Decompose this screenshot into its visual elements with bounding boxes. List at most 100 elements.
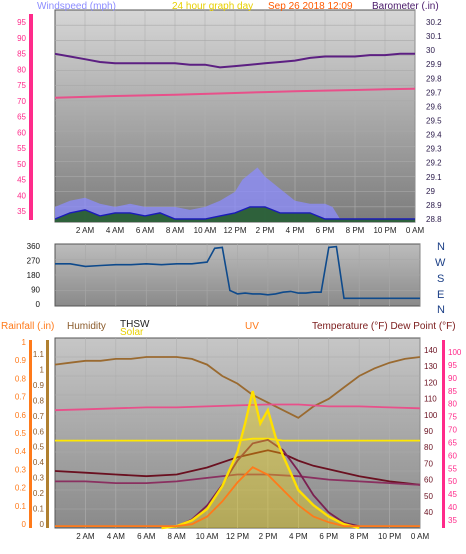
rainfall-axis-label: Rainfall (.in): [1, 321, 54, 332]
left-tick-label: 55: [17, 144, 26, 153]
x-tick-label: 8 PM: [346, 226, 365, 235]
x-tick-label: 2 AM: [76, 532, 95, 541]
bottom-series-line-6: [161, 390, 360, 530]
uv-tick-label: 0.4: [33, 458, 45, 467]
right-tick-label: 30: [426, 46, 435, 55]
right-tick-label: 29.4: [426, 131, 442, 140]
uv-tick-label: 0: [40, 520, 45, 529]
x-tick-label: 6 AM: [137, 532, 156, 541]
dewpoint-tick-label: 35: [448, 516, 457, 525]
direction-label-s: S: [437, 273, 444, 285]
left-tick-label: 95: [17, 18, 26, 27]
right-tick-label: 28.9: [426, 201, 442, 210]
uv-tick-label: 0.8: [33, 396, 45, 405]
right-tick-label: 29.1: [426, 173, 442, 182]
direction-label-e: E: [437, 289, 444, 301]
rainfall-tick-label: 0.8: [15, 374, 27, 383]
left-tick-label: 85: [17, 50, 26, 59]
right-tick-label: 29.7: [426, 88, 442, 97]
dewpoint-tick-label: 80: [448, 400, 457, 409]
temperature-tick-label: 100: [424, 411, 438, 420]
right-tick-label: 29.6: [426, 102, 442, 111]
bottom-series-line-3: [54, 449, 421, 486]
chart-date: Sep 26 2018 12:09: [268, 1, 353, 12]
x-tick-label: 8 AM: [168, 532, 187, 541]
right-tick-label: 29.5: [426, 117, 442, 126]
uv-tick-label: 0.5: [33, 443, 45, 452]
x-tick-label: 2 PM: [256, 226, 275, 235]
humidity-axis-label: Humidity: [67, 321, 106, 332]
rainfall-tick-label: 1: [22, 338, 27, 347]
solar-area: [161, 391, 360, 528]
temperature-tick-label: 90: [424, 427, 433, 436]
left-tick-label: 90: [17, 34, 26, 43]
wind-average-fill: [55, 206, 415, 222]
x-tick-label: 4 AM: [106, 226, 125, 235]
direction-label-w: W: [435, 257, 446, 269]
dewpoint-tick-label: 40: [448, 503, 457, 512]
dewpoint-tick-label: 55: [448, 464, 457, 473]
x-tick-label: 4 PM: [286, 226, 305, 235]
windspeed-axis-label: Windspeed (mph): [37, 1, 116, 12]
bottom-series-line-0: [54, 356, 421, 419]
uv-tick-label: 0.2: [33, 489, 45, 498]
dewpoint-tick-label: 85: [448, 387, 457, 396]
left-tick-label: 50: [17, 160, 26, 169]
temperature-tick-label: 40: [424, 508, 433, 517]
wind-gust-area: [55, 167, 415, 222]
dewpoint-tick-label: 45: [448, 490, 457, 499]
left-tick-label: 40: [17, 191, 26, 200]
direction-tick-label: 0: [36, 300, 41, 309]
right-tick-label: 30.1: [426, 32, 442, 41]
x-tick-label: 12 PM: [226, 532, 249, 541]
uv-tick-label: 0.3: [33, 474, 45, 483]
temperature-tick-label: 140: [424, 346, 438, 355]
x-tick-label: 4 PM: [289, 532, 308, 541]
x-tick-label: 10 PM: [378, 532, 401, 541]
uv-tick-label: 1: [40, 365, 45, 374]
left-tick-label: 80: [17, 65, 26, 74]
uv-tick-label: 0.9: [33, 381, 45, 390]
rainfall-tick-label: 0.4: [15, 447, 27, 456]
direction-tick-label: 180: [27, 271, 41, 280]
dewpoint-tick-label: 60: [448, 451, 457, 460]
left-tick-label: 45: [17, 176, 26, 185]
x-tick-label: 0 AM: [411, 532, 430, 541]
direction-tick-label: 360: [27, 242, 41, 251]
rainfall-scale-bar: [29, 340, 32, 528]
bottom-series-line-4: [55, 473, 421, 486]
temperature-tick-label: 110: [424, 395, 437, 404]
left-tick-label: 75: [17, 81, 26, 90]
rainfall-tick-label: 0.7: [15, 393, 27, 402]
wind-direction-line-0: [55, 245, 420, 300]
x-tick-label: 6 AM: [136, 226, 155, 235]
temperature-tick-label: 50: [424, 492, 433, 501]
top-series-line-0: [54, 52, 415, 69]
x-tick-label: 12 PM: [223, 226, 246, 235]
dewpoint-tick-label: 65: [448, 438, 457, 447]
rainfall-tick-label: 0.1: [15, 502, 27, 511]
x-tick-label: 10 AM: [196, 532, 219, 541]
bottom-series-line-1: [54, 403, 421, 412]
uv-tick-label: 0.1: [33, 505, 45, 514]
direction-label-n-top: N: [437, 241, 445, 253]
right-tick-label: 29.8: [426, 74, 442, 83]
dewpoint-tick-label: 90: [448, 374, 457, 383]
bottom-series-line-5: [176, 438, 360, 528]
temperature-tick-label: 70: [424, 459, 433, 468]
left-tick-label: 35: [17, 207, 26, 216]
direction-tick-label: 270: [27, 257, 41, 266]
right-tick-label: 28.8: [426, 215, 442, 224]
uv-tick-label: 1.1: [33, 350, 45, 359]
left-tick-label: 60: [17, 128, 26, 137]
barometer-axis-label: Barometer (.in): [372, 1, 439, 12]
solar-axis-label: Solar: [120, 327, 144, 338]
x-tick-label: 6 PM: [319, 532, 338, 541]
left-tick-label: 65: [17, 113, 26, 122]
x-tick-label: 4 AM: [107, 532, 126, 541]
right-tick-label: 29.3: [426, 145, 442, 154]
uv-scale-bar: [46, 340, 49, 528]
dewpoint-tick-label: 100: [448, 348, 462, 357]
temperature-tick-label: 80: [424, 443, 433, 452]
